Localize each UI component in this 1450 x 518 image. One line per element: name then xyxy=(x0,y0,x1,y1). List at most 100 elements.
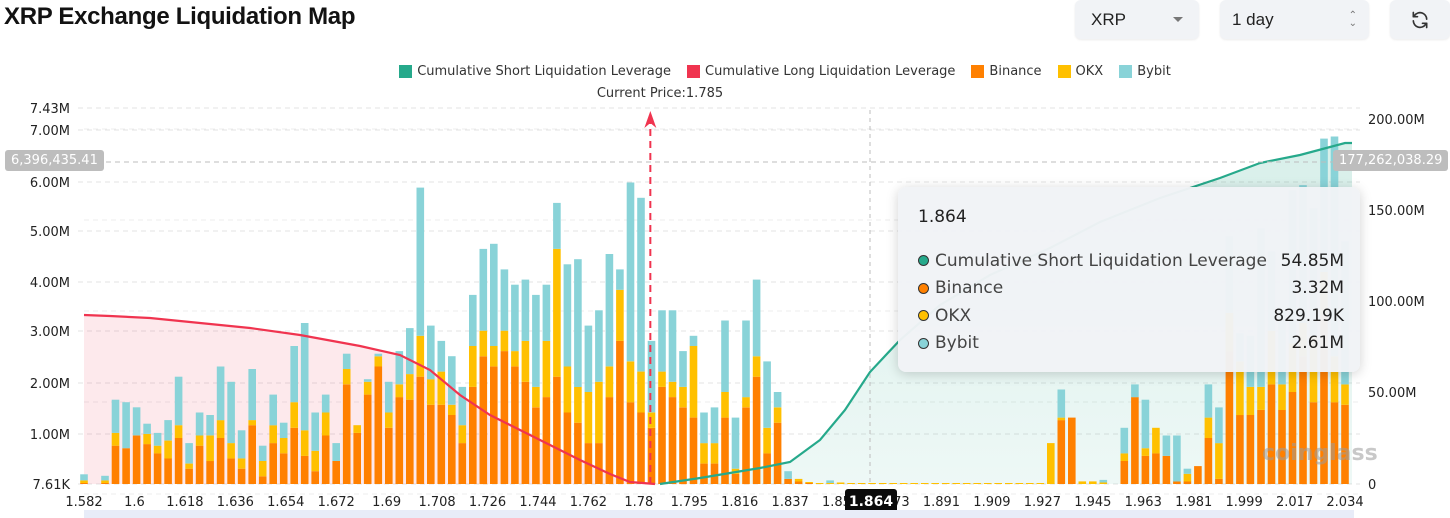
bar-segment-binance xyxy=(279,453,288,484)
bar-segment-okx xyxy=(500,330,509,352)
bar-segment-bybit xyxy=(101,475,109,481)
bar-segment-okx xyxy=(1341,384,1349,405)
bar-segment-bybit xyxy=(363,379,372,382)
bar-segment-okx xyxy=(574,386,582,423)
bar-segment-bybit xyxy=(237,430,246,459)
bar-segment-binance xyxy=(427,404,435,484)
bar-segment-okx xyxy=(658,371,666,387)
bar-segment-okx xyxy=(983,483,992,484)
bar-segment-binance xyxy=(1215,478,1223,484)
bar-segment-bybit xyxy=(542,284,551,341)
data-zoom-slider[interactable] xyxy=(84,510,1354,518)
bar-segment-okx xyxy=(1278,384,1286,410)
bar-segment-bybit xyxy=(563,264,572,367)
bar-segment-binance xyxy=(1162,455,1171,484)
bar-segment-binance xyxy=(363,394,372,484)
tooltip-row: Bybit 2.61M xyxy=(918,330,1344,358)
bar-segment-okx xyxy=(1257,386,1265,410)
x-tick-label: 2.017 xyxy=(1276,495,1313,510)
bar-segment-bybit xyxy=(395,351,404,385)
legend-item-short[interactable]: Cumulative Short Liquidation Leverage xyxy=(399,64,671,79)
x-tick-label: 1.909 xyxy=(973,495,1010,510)
bar-segment-okx xyxy=(1047,443,1055,484)
bar-segment-binance xyxy=(584,443,593,484)
bar-segment-okx xyxy=(174,425,183,438)
bar-segment-bybit xyxy=(647,340,656,413)
bar-segment-binance xyxy=(437,404,446,484)
bar-segment-okx xyxy=(279,438,288,454)
legend-item-binance[interactable]: Binance xyxy=(971,64,1042,79)
bar-segment-binance xyxy=(490,366,498,484)
period-select[interactable]: 1 day ⌃ ⌄ xyxy=(1220,0,1369,39)
bar-segment-okx xyxy=(763,427,771,454)
bar-segment-bybit xyxy=(1215,407,1223,444)
bar-segment-okx xyxy=(710,443,719,464)
y-right-tick-label: 150.00M xyxy=(1368,204,1425,219)
legend-swatch xyxy=(687,65,701,78)
bar-segment-bybit xyxy=(132,407,141,436)
bar-segment-binance xyxy=(206,461,214,484)
bar-segment-bybit xyxy=(1057,389,1066,418)
current-price-arrow-icon xyxy=(644,111,657,128)
series-dot-icon xyxy=(918,337,929,349)
bar-segment-okx xyxy=(721,392,729,418)
legend-item-okx[interactable]: OKX xyxy=(1057,64,1103,79)
bar-segment-bybit xyxy=(700,412,708,444)
bar-segment-binance xyxy=(448,415,456,484)
bar-segment-bybit xyxy=(448,356,456,405)
y-left-tick-label: 5.00M xyxy=(30,225,70,240)
bar-segment-binance xyxy=(311,471,319,484)
bar-segment-binance xyxy=(731,473,740,484)
bar-segment-okx xyxy=(427,379,435,405)
period-select-value: 1 day xyxy=(1232,9,1274,29)
bar-segment-okx xyxy=(269,425,277,444)
bar-segment-okx xyxy=(395,384,404,398)
bar-segment-binance xyxy=(469,386,477,484)
bar-segment-bybit xyxy=(385,381,393,413)
crosshair-right-value-badge: 177,262,038.29 xyxy=(1333,150,1449,171)
bar-segment-bybit xyxy=(216,366,225,421)
bar-segment-okx xyxy=(1026,483,1034,484)
bar-segment-bybit xyxy=(479,248,488,331)
updown-chevron-icon: ⌃ ⌄ xyxy=(1348,9,1357,29)
bar-segment-bybit xyxy=(311,412,319,451)
bar-segment-binance xyxy=(1194,466,1202,484)
bar-segment-bybit xyxy=(490,243,498,346)
bar-segment-okx xyxy=(1246,386,1255,415)
legend-item-long[interactable]: Cumulative Long Liquidation Leverage xyxy=(687,64,955,79)
bar-segment-okx xyxy=(941,483,950,484)
refresh-button[interactable] xyxy=(1390,0,1450,39)
bar-segment-binance xyxy=(269,443,277,484)
bar-segment-okx xyxy=(342,369,351,385)
bar-segment-binance xyxy=(1309,402,1318,484)
bar-segment-okx xyxy=(857,483,866,484)
bar-segment-bybit xyxy=(185,443,193,464)
legend-item-bybit[interactable]: Bybit xyxy=(1119,64,1171,79)
bar-segment-okx xyxy=(952,483,960,484)
bar-segment-okx xyxy=(994,483,1002,484)
bar-segment-binance xyxy=(1141,455,1150,484)
x-tick-label: 1.891 xyxy=(923,495,960,510)
bar-segment-bybit xyxy=(427,325,435,380)
bar-segment-binance xyxy=(605,397,614,484)
bar-segment-binance xyxy=(1131,397,1139,484)
tooltip-row: Cumulative Short Liquidation Leverage 54.… xyxy=(918,247,1344,275)
bar-segment-okx xyxy=(584,392,593,444)
bar-segment-okx xyxy=(448,404,456,415)
bar-segment-bybit xyxy=(269,394,277,426)
x-tick-label: 1.708 xyxy=(418,495,455,510)
tooltip-value: 2.61M xyxy=(1291,333,1344,354)
bar-segment-okx xyxy=(752,356,761,377)
bar-segment-binance xyxy=(353,432,361,484)
bar-segment-binance xyxy=(521,381,530,484)
bar-segment-okx xyxy=(1099,482,1108,484)
bar-segment-okx xyxy=(216,420,225,438)
bar-segment-bybit xyxy=(290,346,298,403)
bar-segment-okx xyxy=(353,425,361,433)
symbol-select[interactable]: XRP xyxy=(1075,0,1199,39)
bar-segment-binance xyxy=(1120,461,1129,484)
bar-segment-okx xyxy=(889,483,897,484)
bar-segment-binance xyxy=(563,412,572,484)
bar-segment-binance xyxy=(626,402,635,484)
bar-segment-binance xyxy=(111,445,120,484)
